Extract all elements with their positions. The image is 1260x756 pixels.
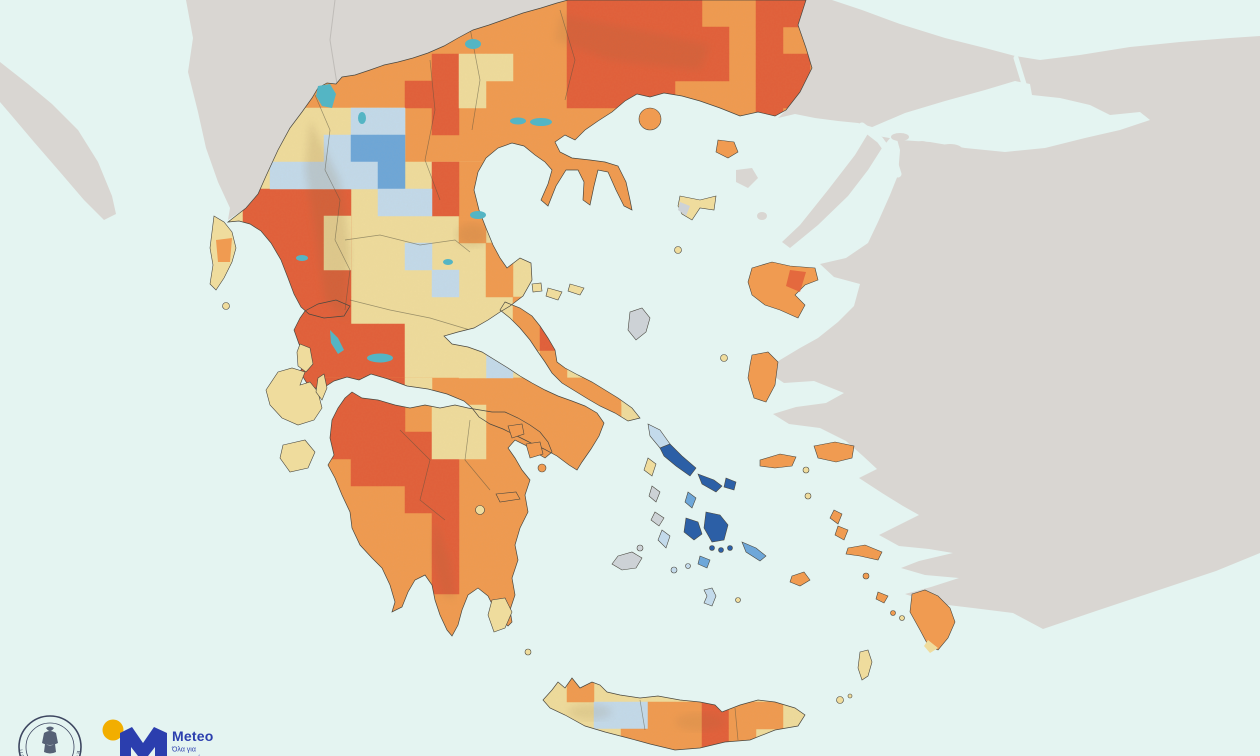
tenedos-island: [757, 212, 767, 220]
skiathos-island: [531, 282, 543, 293]
paros-island: [683, 517, 703, 541]
samothrace-island: [715, 139, 739, 159]
kos-island: [845, 544, 883, 561]
region-boundaries: [314, 9, 739, 741]
branding-overlay: ΕΘΝΙΚΟΝ ΑΣΤΕΡΟΣΚΟΠΕΙΟΝ ΑΘΗΝΩΝ Meteo Όλα …: [0, 0, 213, 756]
meteo-logo: Meteo Όλα για τον καιρό: [102, 719, 213, 756]
lake-kremasta: [330, 330, 344, 354]
corfu-orange-patch: [216, 238, 232, 262]
antikythera-island: [524, 648, 532, 656]
patmos-island: [804, 492, 812, 500]
kasos-island: [836, 696, 844, 704]
anafi-island: [735, 597, 741, 603]
nisyros-island: [862, 572, 870, 580]
observatory-seal: ΕΘΝΙΚΟΝ ΑΣΤΕΡΟΣΚΟΠΕΙΟΝ ΑΘΗΝΩΝ: [0, 0, 82, 756]
seal-text: ΕΘΝΙΚΟΝ ΑΣΤΕΡΟΣΚΟΠΕΙΟΝ ΑΘΗΝΩΝ: [0, 0, 81, 756]
lesbos-red-patch: [786, 270, 806, 292]
chios-island: [747, 351, 779, 403]
thasos-island: [638, 107, 662, 131]
ikaria-island: [759, 453, 797, 469]
samos-island: [813, 441, 855, 463]
paxoi-island: [222, 302, 230, 310]
alonissos-island: [567, 283, 585, 296]
symi-island: [890, 610, 896, 616]
small-cyclades-island: [718, 547, 724, 553]
marmara-island: [891, 133, 909, 141]
kythira-island: [487, 597, 513, 633]
kea-island: [643, 457, 657, 477]
lake-koroneia: [510, 117, 526, 125]
kimolos-island: [636, 544, 644, 552]
skyros-island: [627, 307, 651, 341]
sikinos-island: [685, 563, 691, 569]
meteo-logo-dot-icon: [102, 719, 124, 741]
italy-heel: [0, 62, 116, 220]
lake-vegoritida: [358, 112, 366, 124]
meteo-logo-m-icon: [120, 727, 167, 756]
chalki-island: [899, 615, 905, 621]
syros-island: [684, 491, 697, 509]
milos-island: [611, 551, 643, 571]
amorgos-island: [741, 541, 767, 562]
foreign-land: [0, 0, 1260, 629]
lake-volvi: [530, 118, 552, 126]
kythnos-island: [648, 485, 661, 503]
limnos-gray-patch: [678, 202, 690, 216]
meteo-slogan-line1: Όλα για: [171, 747, 196, 754]
skopelos-island: [545, 287, 563, 301]
balkans-anatolia: [186, 0, 1260, 629]
psara-island: [720, 354, 728, 362]
aegina-island: [525, 441, 544, 459]
black-sea: [832, 0, 1260, 60]
imbros-island: [736, 168, 758, 188]
folegandros-island: [670, 566, 678, 574]
salamina-island: [507, 423, 525, 439]
bosphorus-strait: [1013, 55, 1027, 87]
andros-island-south: [659, 443, 697, 477]
karpathos-island: [857, 649, 873, 681]
santorini-island: [703, 587, 717, 607]
meteo-logo-text: Meteo: [172, 728, 213, 744]
ios-island: [697, 555, 711, 569]
tinos-island: [697, 473, 723, 493]
mykonos-island: [723, 477, 737, 491]
naxos-island: [703, 511, 729, 543]
lake-pamvotida: [296, 255, 308, 261]
small-cyclades-island: [727, 545, 733, 551]
kalymnos-island: [834, 525, 849, 541]
dardanelles-strait: [858, 122, 902, 178]
leros-island: [829, 509, 843, 525]
lake-plastira: [443, 259, 453, 265]
rhodes-cream-tip: [924, 640, 938, 653]
islands: [209, 107, 956, 704]
agios-efstratios-island: [674, 246, 682, 254]
ithaki-island: [315, 373, 328, 401]
seal-figure-icon: [42, 726, 58, 754]
lakes: [296, 39, 552, 363]
poros-island: [537, 463, 547, 473]
zakynthos-island: [279, 439, 316, 473]
astypalaia-island: [789, 571, 811, 587]
tilos-island: [875, 591, 889, 604]
lefkada-island: [296, 343, 314, 373]
marmara-island: [916, 141, 928, 147]
albania-border-line: [329, 0, 338, 85]
sifnos-island: [657, 529, 671, 549]
lake-kerkini: [465, 39, 481, 49]
kasos-islet: [847, 693, 853, 699]
lake-yliki: [470, 211, 486, 219]
rhodes-island: [909, 589, 956, 651]
fourni-island: [802, 466, 810, 474]
spetses-island: [475, 505, 485, 515]
serifos-island: [650, 511, 665, 527]
meteo-slogan-line2: τον καιρό: [172, 755, 201, 756]
hydra-island: [495, 491, 521, 503]
kapidag-peninsula: [938, 144, 962, 154]
sea-of-marmara: [870, 81, 1150, 152]
small-cyclades-island: [709, 545, 715, 551]
lake-trichonida: [367, 353, 393, 363]
lake-prespa: [316, 84, 336, 108]
